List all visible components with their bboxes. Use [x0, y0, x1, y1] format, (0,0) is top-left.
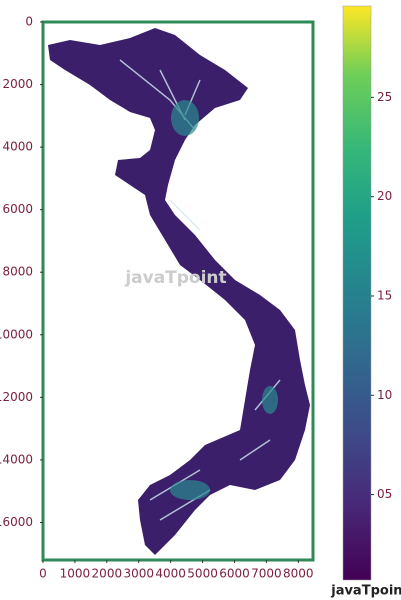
y-tick-label: 10000: [0, 327, 33, 341]
colorbar-tick-label: 10: [377, 388, 392, 402]
y-tick-label: 4000: [2, 140, 33, 154]
x-tick-label: 1000: [60, 567, 91, 581]
colorbar-tick-label: 25: [377, 90, 392, 104]
colorbar-tick-label: 05: [377, 487, 392, 501]
teal-areas: [170, 100, 278, 500]
colorbar: [342, 5, 372, 581]
x-tick-label: 3000: [123, 567, 154, 581]
x-tick-label: 5000: [187, 567, 218, 581]
y-tick-label: 2000: [2, 77, 33, 91]
x-tick-label: 8000: [283, 567, 314, 581]
y-tick-label: 6000: [2, 202, 33, 216]
colorbar-tick-label: 20: [377, 189, 392, 203]
y-tick-label: 14000: [0, 452, 33, 466]
x-tick-label: 7000: [251, 567, 282, 581]
x-tick-label: 6000: [219, 567, 250, 581]
watermark: javaTpoint: [124, 268, 226, 288]
colorbar-tick-label: 15: [377, 288, 392, 302]
y-tick-label: 0: [25, 15, 33, 29]
x-tick-label: 2000: [92, 567, 123, 581]
logo: javaTpoint: [330, 584, 401, 599]
frame: [41, 20, 315, 562]
x-tick-label: 0: [39, 567, 47, 581]
y-tick-label: 12000: [0, 390, 33, 404]
y-tick-label: 8000: [2, 265, 33, 279]
x-tick-label: 4000: [155, 567, 186, 581]
map-shape: [48, 28, 310, 555]
y-tick-label: 16000: [0, 515, 33, 529]
